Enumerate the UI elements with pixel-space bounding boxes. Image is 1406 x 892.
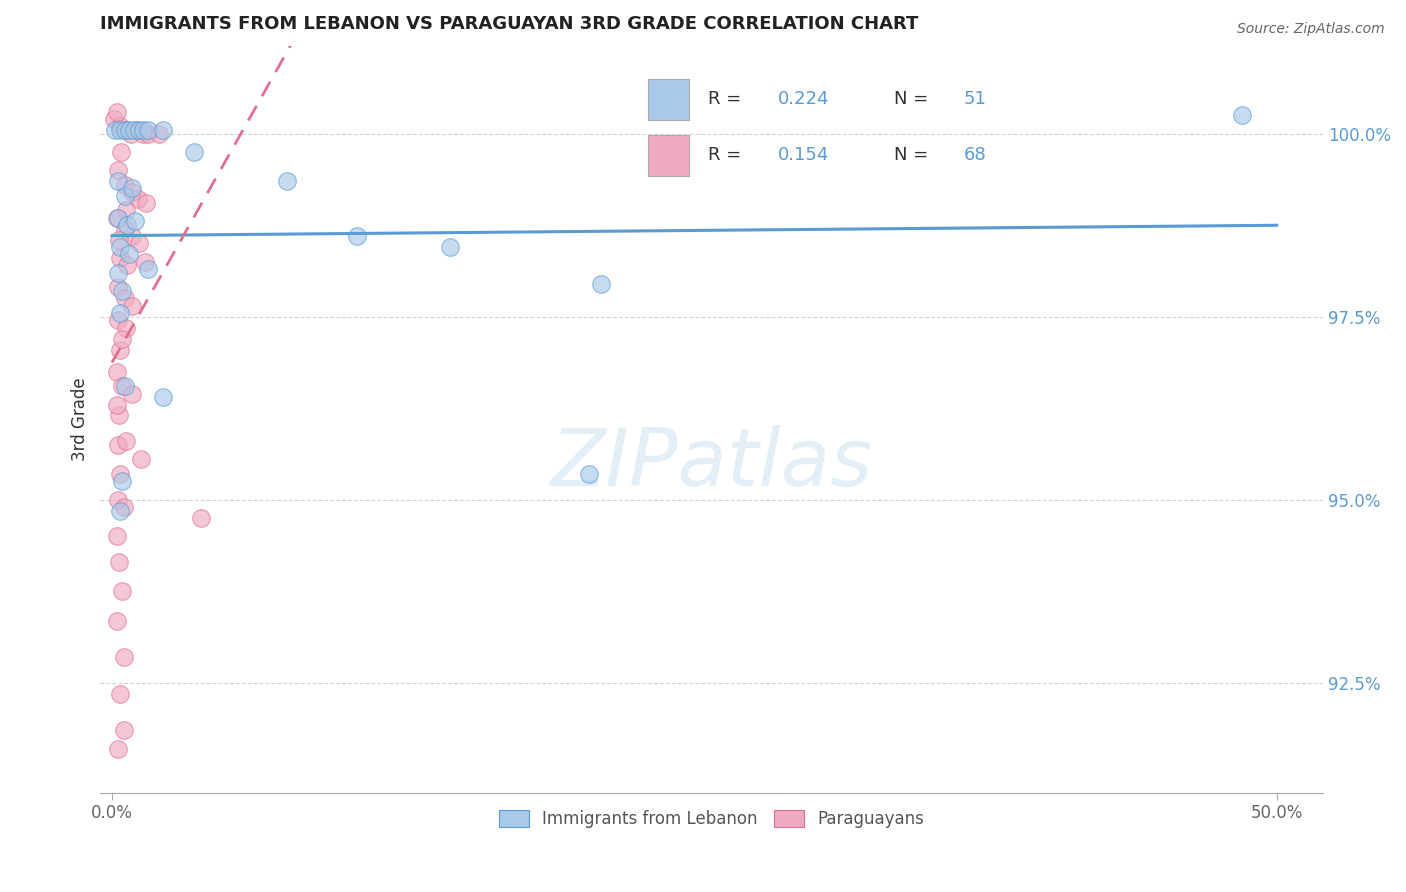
Point	[114, 291, 136, 305]
Point	[108, 240, 131, 254]
Point	[108, 687, 131, 701]
Point	[114, 189, 136, 203]
Point	[111, 284, 134, 298]
Point	[108, 343, 131, 357]
Point	[136, 262, 159, 277]
Point	[105, 211, 128, 225]
Point	[114, 379, 136, 393]
Point	[114, 178, 136, 192]
Point	[127, 193, 149, 207]
Point	[115, 434, 138, 449]
Point	[122, 123, 145, 137]
Point	[578, 467, 600, 481]
Point	[276, 174, 298, 188]
Point	[108, 123, 131, 137]
Point	[1230, 108, 1253, 122]
Point	[107, 174, 129, 188]
Point	[104, 123, 127, 137]
Point	[107, 741, 129, 756]
Point	[152, 390, 174, 404]
Point	[112, 723, 135, 738]
Point	[103, 112, 125, 126]
Point	[124, 214, 146, 228]
Point	[136, 123, 159, 137]
Point	[114, 221, 136, 235]
Point	[111, 332, 134, 346]
Point	[121, 229, 143, 244]
Point	[107, 280, 129, 294]
Point	[128, 236, 150, 251]
Point	[108, 306, 131, 320]
Point	[107, 163, 129, 178]
Point	[591, 277, 613, 291]
Point	[148, 127, 170, 141]
Point	[108, 120, 131, 134]
Point	[132, 127, 155, 141]
Legend: Immigrants from Lebanon, Paraguayans: Immigrants from Lebanon, Paraguayans	[491, 802, 934, 837]
Point	[105, 529, 128, 543]
Point	[121, 386, 143, 401]
Point	[105, 397, 128, 411]
Point	[105, 365, 128, 379]
Point	[121, 185, 143, 199]
Point	[110, 145, 132, 159]
Point	[111, 475, 134, 489]
Point	[346, 229, 368, 244]
Point	[120, 127, 142, 141]
Point	[118, 123, 141, 137]
Point	[125, 123, 148, 137]
Point	[152, 123, 174, 137]
Point	[136, 127, 159, 141]
Point	[129, 452, 152, 467]
Point	[107, 266, 129, 280]
Point	[107, 492, 129, 507]
Point	[107, 313, 129, 327]
Point	[115, 258, 138, 272]
Text: ZIPatlas: ZIPatlas	[551, 425, 873, 503]
Point	[107, 211, 129, 225]
Point	[112, 500, 135, 514]
Point	[121, 181, 143, 195]
Point	[105, 614, 128, 628]
Point	[121, 299, 143, 313]
Point	[111, 584, 134, 599]
Point	[112, 650, 135, 665]
Point	[132, 123, 155, 137]
Point	[128, 123, 150, 137]
Point	[108, 555, 131, 569]
Point	[118, 247, 141, 261]
Point	[190, 511, 212, 525]
Point	[439, 240, 461, 254]
Y-axis label: 3rd Grade: 3rd Grade	[72, 377, 89, 461]
Text: Source: ZipAtlas.com: Source: ZipAtlas.com	[1237, 22, 1385, 37]
Point	[135, 196, 157, 211]
Point	[108, 504, 131, 518]
Point	[134, 254, 156, 268]
Point	[105, 104, 128, 119]
Point	[183, 145, 205, 159]
Point	[108, 251, 131, 265]
Point	[108, 409, 131, 423]
Point	[107, 438, 129, 452]
Point	[115, 320, 138, 334]
Point	[115, 218, 138, 232]
Point	[115, 203, 138, 218]
Point	[108, 467, 131, 481]
Point	[111, 379, 134, 393]
Point	[114, 123, 136, 137]
Point	[108, 233, 131, 247]
Text: IMMIGRANTS FROM LEBANON VS PARAGUAYAN 3RD GRADE CORRELATION CHART: IMMIGRANTS FROM LEBANON VS PARAGUAYAN 3R…	[100, 15, 918, 33]
Point	[114, 123, 136, 137]
